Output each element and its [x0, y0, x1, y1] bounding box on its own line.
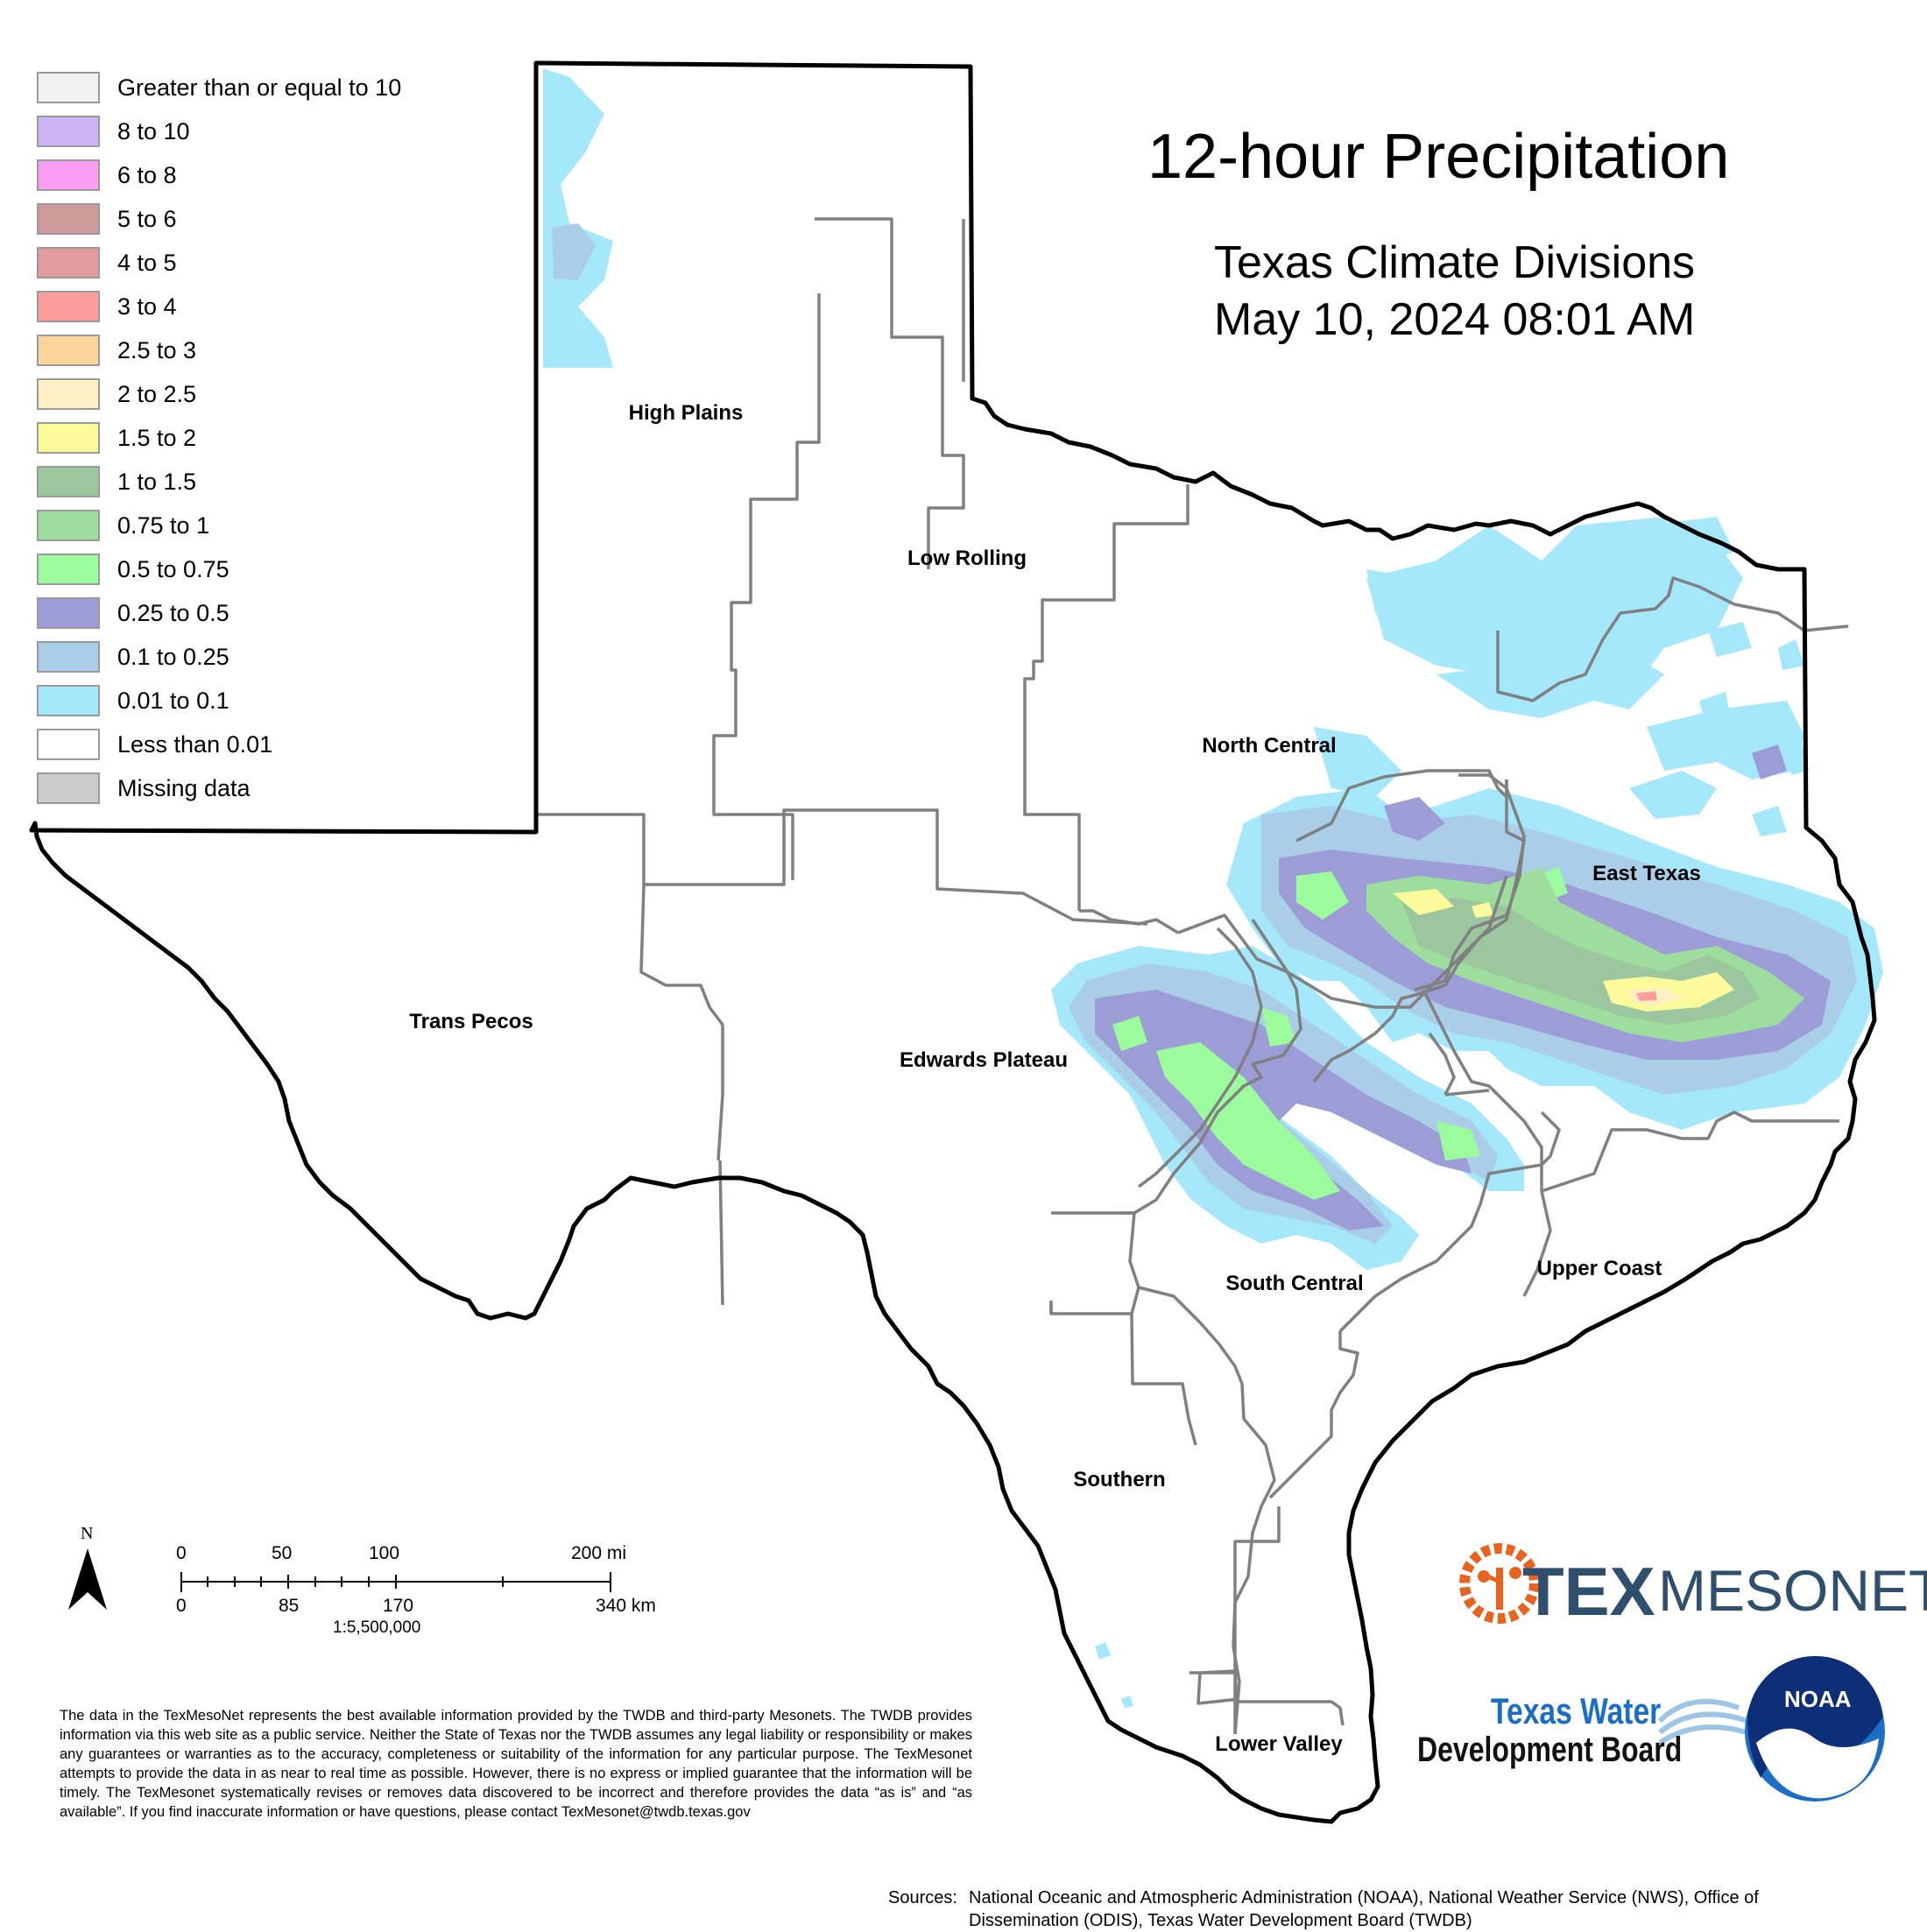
sources-label: Sources:: [888, 1888, 957, 1907]
legend-swatch: [37, 597, 100, 629]
legend-row: 0.1 to 0.25: [37, 641, 492, 676]
disclaimer-text: The data in the TexMesoNet represents th…: [60, 1708, 972, 1820]
legend-label: 0.5 to 0.75: [117, 556, 229, 582]
legend-row: 0.5 to 0.75: [37, 554, 492, 589]
noaa-logo-icon: [1745, 1655, 1885, 1802]
legend-row: 1.5 to 2: [37, 422, 492, 457]
legend-swatch: [37, 159, 100, 191]
legend-row: 5 to 6: [37, 203, 492, 238]
scale-mi-tick-50: 50: [272, 1543, 293, 1563]
legend-row: 2 to 2.5: [37, 378, 492, 413]
legend-label: 1 to 1.5: [117, 469, 197, 495]
north-arrow-icon: [68, 1548, 107, 1610]
legend-swatch: [37, 291, 100, 322]
climate-division-borders: [536, 217, 1849, 1735]
region-label-north-central: North Central: [1202, 734, 1337, 758]
legend-swatch: [37, 466, 100, 497]
legend-swatch: [37, 116, 100, 147]
legend-label: 4 to 5: [117, 250, 177, 276]
region-label-low-rolling: Low Rolling: [907, 546, 1027, 570]
twdb-logo-line1: Texas Water: [1491, 1690, 1662, 1731]
north-arrow-label: N: [81, 1524, 94, 1543]
texas-state-border: [29, 60, 1877, 1824]
legend-row: 0.01 to 0.1: [37, 685, 492, 720]
legend-swatch: [37, 378, 100, 410]
scale-mi-tick-200: 200 mi: [571, 1543, 627, 1563]
legend-row: 6 to 8: [37, 159, 492, 194]
sources-text: National Oceanic and Atmospheric Adminis…: [969, 1888, 1759, 1930]
region-label-east-texas: East Texas: [1592, 862, 1701, 885]
scale-km-tick-340: 340 km: [596, 1596, 656, 1616]
region-label-south-central: South Central: [1225, 1272, 1364, 1295]
legend-swatch: [37, 203, 100, 235]
legend-row: 2.5 to 3: [37, 335, 492, 370]
legend-label: 0.75 to 1: [117, 512, 210, 539]
legend-label: 6 to 8: [117, 162, 177, 188]
legend-row: 3 to 4: [37, 291, 492, 326]
scale-km-tick-170: 170: [383, 1596, 414, 1616]
legend-swatch: [37, 422, 100, 454]
legend-row: 8 to 10: [37, 116, 492, 151]
twdb-wave-icon: [1657, 1698, 1753, 1745]
precip-3-4-layer: [1636, 991, 1657, 1001]
legend-swatch: [37, 335, 100, 366]
legend-swatch: [37, 554, 100, 585]
legend-swatch: [37, 685, 100, 716]
scale-km-tick-0: 0: [176, 1596, 187, 1616]
map-title: 12-hour Precipitation: [1147, 122, 1730, 192]
legend-swatch: [37, 772, 100, 804]
legend-label: Greater than or equal to 10: [117, 74, 402, 101]
region-label-high-plains: High Plains: [628, 401, 744, 425]
legend-label: 2.5 to 3: [117, 337, 197, 363]
region-label-upper-coast: Upper Coast: [1536, 1257, 1662, 1280]
legend-label: 5 to 6: [117, 206, 177, 232]
scale-ratio: 1:5,500,000: [333, 1618, 421, 1637]
scale-mi-tick-0: 0: [176, 1543, 187, 1563]
legend-label: Missing data: [117, 775, 251, 801]
legend-label: 0.25 to 0.5: [117, 600, 229, 626]
legend-label: 8 to 10: [117, 118, 190, 145]
legend-label: 3 to 4: [117, 293, 177, 320]
legend-row: Greater than or equal to 10: [37, 72, 492, 107]
legend-label: 2 to 2.5: [117, 381, 197, 407]
legend-row: Missing data: [37, 772, 492, 807]
scale-km-tick-85: 85: [279, 1596, 300, 1616]
texmesonet-logo-mesonet: MESONET: [1658, 1558, 1927, 1623]
legend-swatch: [37, 510, 100, 541]
legend-row: 1 to 1.5: [37, 466, 492, 501]
scale-bar: [180, 1572, 611, 1592]
legend-label: Less than 0.01: [117, 731, 273, 758]
scale-mi-tick-100: 100: [369, 1543, 400, 1563]
legend-swatch: [37, 72, 100, 103]
texmesonet-logo-tex: TEX: [1522, 1553, 1655, 1630]
legend-row: 0.75 to 1: [37, 510, 492, 545]
texmesonet-sun-icon: [1459, 1543, 1540, 1624]
region-label-southern: Southern: [1073, 1468, 1166, 1491]
precip-0.5-0.75-layer: [1112, 867, 1568, 1200]
legend-row: 0.25 to 0.5: [37, 597, 492, 632]
region-label-lower-valley: Lower Valley: [1215, 1732, 1343, 1756]
noaa-logo-text: NOAA: [1784, 1686, 1852, 1712]
legend-swatch: [37, 247, 100, 279]
legend-row: Less than 0.01: [37, 729, 492, 764]
twdb-logo-line2: Development Board: [1417, 1731, 1683, 1769]
legend-label: 0.1 to 0.25: [117, 644, 229, 670]
region-label-trans-pecos: Trans Pecos: [409, 1010, 533, 1033]
legend-label: 0.01 to 0.1: [117, 687, 229, 714]
legend-label: 1.5 to 2: [117, 425, 197, 451]
map-timestamp: May 10, 2024 08:01 AM: [1214, 294, 1696, 345]
map-subtitle: Texas Climate Divisions: [1214, 237, 1696, 288]
legend-row: 4 to 5: [37, 247, 492, 282]
region-label-edwards-plateau: Edwards Plateau: [899, 1048, 1069, 1072]
legend-swatch: [37, 729, 100, 760]
legend-swatch: [37, 641, 100, 673]
